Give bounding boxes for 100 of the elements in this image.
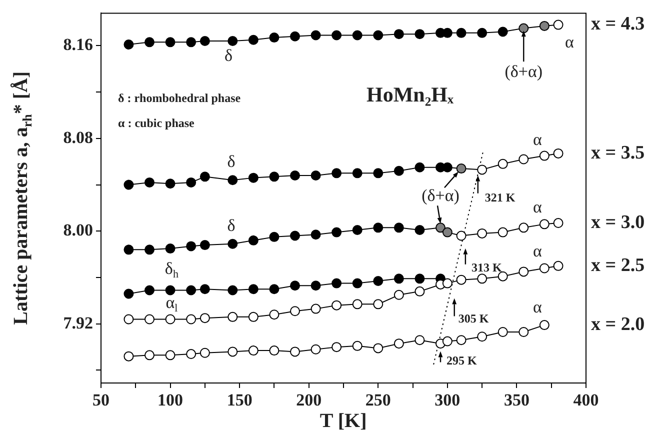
point bbox=[186, 349, 196, 360]
point bbox=[290, 170, 300, 180]
point bbox=[144, 177, 154, 188]
x-tick-label: 400 bbox=[573, 390, 599, 410]
text: x = 2.0 bbox=[591, 314, 645, 335]
point bbox=[269, 172, 280, 182]
point bbox=[373, 343, 384, 354]
point bbox=[442, 227, 452, 238]
point bbox=[248, 346, 258, 356]
annotation: (δ+α) bbox=[504, 62, 543, 82]
y-tick-label: 8.16 bbox=[63, 35, 93, 54]
point bbox=[352, 168, 362, 178]
point bbox=[539, 263, 550, 274]
point bbox=[165, 350, 176, 360]
annotation: α : cubic phase bbox=[118, 116, 196, 130]
annotation: α bbox=[533, 130, 542, 149]
point bbox=[186, 177, 196, 188]
series-label: x = 3.5 bbox=[591, 142, 645, 164]
point bbox=[269, 310, 280, 320]
annotation: α bbox=[533, 297, 542, 316]
point bbox=[332, 227, 342, 238]
point bbox=[442, 336, 452, 346]
point bbox=[248, 312, 258, 322]
point bbox=[124, 351, 134, 362]
point bbox=[124, 288, 134, 299]
point bbox=[124, 40, 134, 50]
point bbox=[456, 335, 466, 346]
point bbox=[414, 224, 425, 235]
point bbox=[165, 314, 176, 324]
point bbox=[290, 230, 300, 241]
point bbox=[310, 344, 321, 354]
point bbox=[456, 164, 466, 174]
point bbox=[394, 166, 404, 176]
point bbox=[186, 314, 196, 324]
point bbox=[200, 240, 210, 250]
point bbox=[200, 284, 210, 294]
point bbox=[394, 29, 404, 40]
point bbox=[442, 28, 452, 38]
point bbox=[414, 335, 425, 346]
point bbox=[539, 320, 550, 330]
annotation: δ bbox=[227, 152, 236, 172]
point bbox=[186, 37, 196, 48]
text: HoMn₂Hₓ bbox=[366, 82, 454, 106]
point bbox=[498, 326, 508, 337]
x-axis-title: T [K] bbox=[320, 410, 367, 432]
point bbox=[228, 175, 238, 186]
series-label: x = 2.5 bbox=[591, 254, 645, 276]
annotation: α bbox=[533, 197, 542, 216]
point bbox=[200, 172, 210, 182]
point bbox=[553, 260, 564, 271]
point bbox=[373, 299, 384, 310]
point bbox=[228, 36, 238, 46]
point bbox=[394, 274, 404, 284]
point bbox=[290, 306, 300, 316]
point bbox=[144, 350, 154, 360]
point bbox=[165, 178, 176, 189]
point bbox=[248, 284, 258, 294]
x-tick-label: 50 bbox=[92, 390, 110, 410]
point bbox=[144, 314, 154, 324]
point bbox=[394, 290, 404, 300]
point bbox=[310, 170, 321, 180]
point bbox=[414, 162, 425, 172]
point bbox=[442, 162, 452, 172]
point bbox=[332, 342, 342, 352]
x-tick-label: 300 bbox=[434, 390, 460, 410]
point bbox=[332, 168, 342, 178]
annotation: 305 K bbox=[458, 311, 490, 326]
point bbox=[332, 278, 342, 288]
point bbox=[310, 280, 321, 291]
x-tick-label: 250 bbox=[365, 390, 391, 410]
series-label: x = 3.0 bbox=[591, 212, 645, 233]
point bbox=[124, 180, 134, 190]
point bbox=[228, 346, 238, 357]
point bbox=[165, 244, 176, 254]
annotation: δ : rhombohedral phase bbox=[118, 91, 242, 106]
point bbox=[352, 224, 362, 235]
y-axis-title: Lattice parameters a, arh* [Å] bbox=[10, 71, 34, 325]
point bbox=[248, 172, 258, 183]
point bbox=[373, 168, 384, 178]
point bbox=[352, 340, 362, 351]
point bbox=[269, 32, 280, 43]
point bbox=[414, 286, 425, 296]
point bbox=[269, 232, 280, 242]
point bbox=[144, 244, 154, 255]
annotation: 321 K bbox=[484, 190, 516, 204]
point bbox=[332, 300, 342, 310]
point bbox=[269, 346, 280, 356]
point bbox=[394, 222, 404, 233]
point bbox=[477, 274, 488, 284]
point bbox=[144, 285, 154, 296]
point bbox=[352, 278, 362, 288]
point bbox=[200, 313, 210, 324]
point bbox=[310, 304, 321, 314]
point bbox=[165, 37, 176, 48]
point bbox=[165, 285, 176, 296]
point bbox=[352, 30, 362, 40]
point bbox=[394, 338, 404, 349]
annotation: 313 K bbox=[471, 260, 502, 274]
point bbox=[269, 284, 280, 294]
point bbox=[373, 30, 384, 40]
